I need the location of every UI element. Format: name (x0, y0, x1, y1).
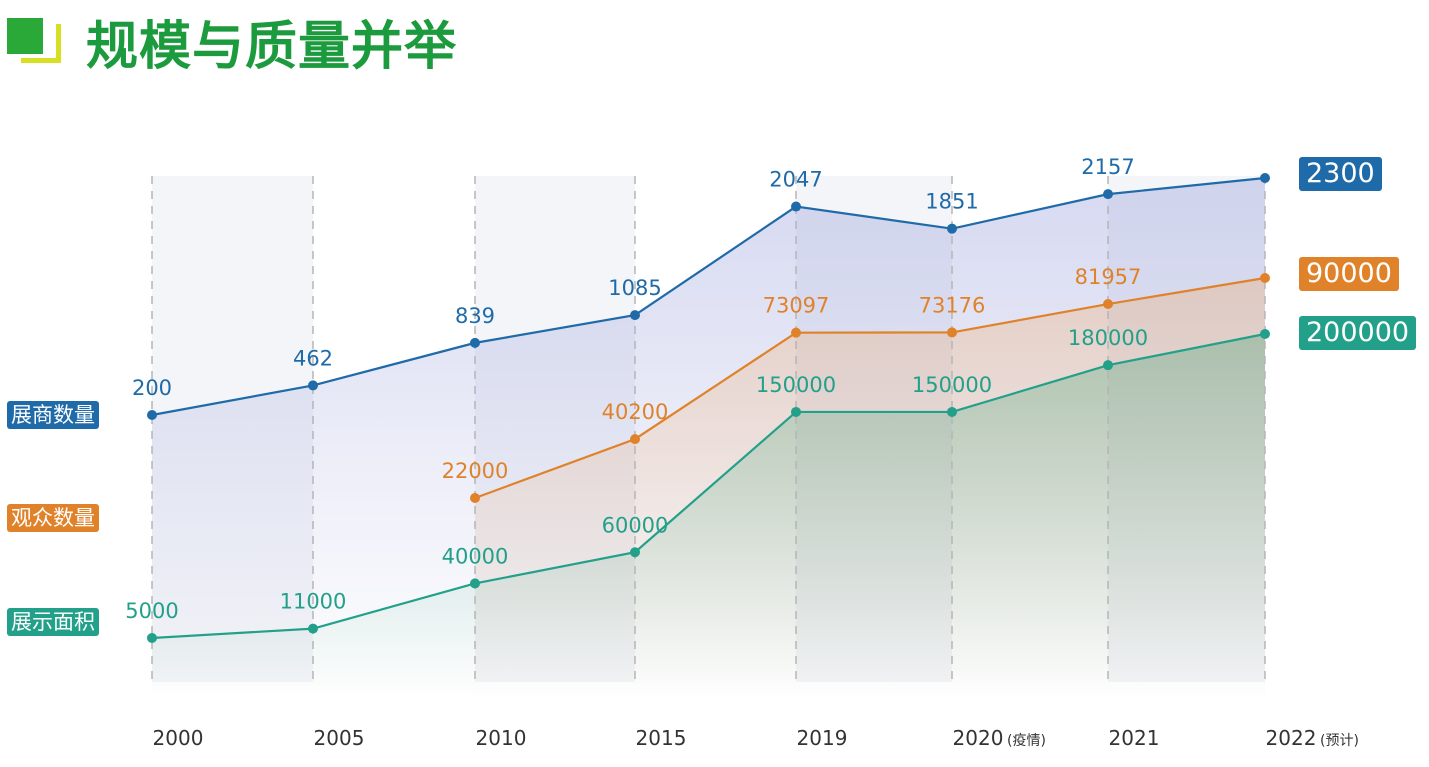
data-point (1260, 173, 1270, 183)
data-label: 150000 (756, 373, 836, 397)
data-point (308, 623, 318, 634)
data-point (791, 327, 801, 338)
data-point (791, 406, 801, 417)
data-label: 1851 (925, 190, 978, 214)
data-point (1103, 299, 1113, 310)
x-tick-note: (疫情) (1007, 733, 1046, 749)
series-tag: 展示面积 (7, 608, 99, 636)
data-label: 73097 (763, 294, 830, 318)
x-tick-note: (预计) (1320, 733, 1359, 749)
data-point (147, 410, 157, 420)
data-label: 462 (293, 346, 333, 370)
x-tick-label: 2015 (636, 726, 687, 750)
data-label: 81957 (1075, 265, 1142, 289)
end-value-tag: 90000 (1299, 257, 1399, 291)
x-tick-label: 2021 (1109, 726, 1160, 750)
series-tag: 展商数量 (7, 401, 99, 429)
data-point (947, 327, 957, 338)
data-point (308, 380, 318, 391)
series-line (474, 276, 1266, 500)
data-label: 22000 (442, 459, 509, 483)
data-point (1103, 189, 1113, 200)
data-point (630, 434, 640, 445)
data-label: 73176 (919, 293, 986, 317)
end-value-tag: 2300 (1299, 157, 1382, 191)
x-tick-label: 2020 (953, 726, 1004, 750)
data-label: 60000 (602, 513, 669, 537)
x-tick-label: 2000 (153, 726, 204, 750)
series-line (151, 332, 1266, 640)
data-point (1103, 360, 1113, 371)
end-value-tag: 200000 (1299, 316, 1417, 350)
data-label: 200 (132, 376, 172, 400)
data-label: 40000 (442, 544, 509, 568)
title-logo-icon (7, 18, 61, 64)
data-label: 2047 (769, 168, 822, 192)
data-point (947, 406, 957, 417)
data-point (630, 310, 640, 321)
data-point (1260, 329, 1270, 339)
data-point (947, 223, 957, 234)
data-point (470, 337, 480, 348)
data-label: 150000 (912, 373, 992, 397)
data-point (470, 493, 480, 503)
x-tick-label: 2022 (1266, 726, 1317, 750)
data-label: 2157 (1081, 155, 1134, 179)
x-tick-label: 2019 (797, 726, 848, 750)
series-tag: 观众数量 (7, 504, 99, 532)
data-point (791, 201, 801, 212)
data-point (630, 547, 640, 558)
series-area (152, 334, 1265, 700)
data-label: 11000 (280, 590, 347, 614)
data-point (470, 578, 480, 589)
data-point (1260, 273, 1270, 283)
data-label: 839 (455, 304, 495, 328)
data-label: 5000 (125, 599, 178, 623)
page-title: 规模与质量并举 (86, 17, 458, 77)
data-point (147, 633, 157, 643)
data-label: 1085 (608, 276, 661, 300)
data-label: 40200 (602, 400, 669, 424)
x-tick-label: 2005 (314, 726, 365, 750)
x-tick-label: 2010 (476, 726, 527, 750)
data-label: 180000 (1068, 326, 1148, 350)
series-line (151, 176, 1266, 417)
